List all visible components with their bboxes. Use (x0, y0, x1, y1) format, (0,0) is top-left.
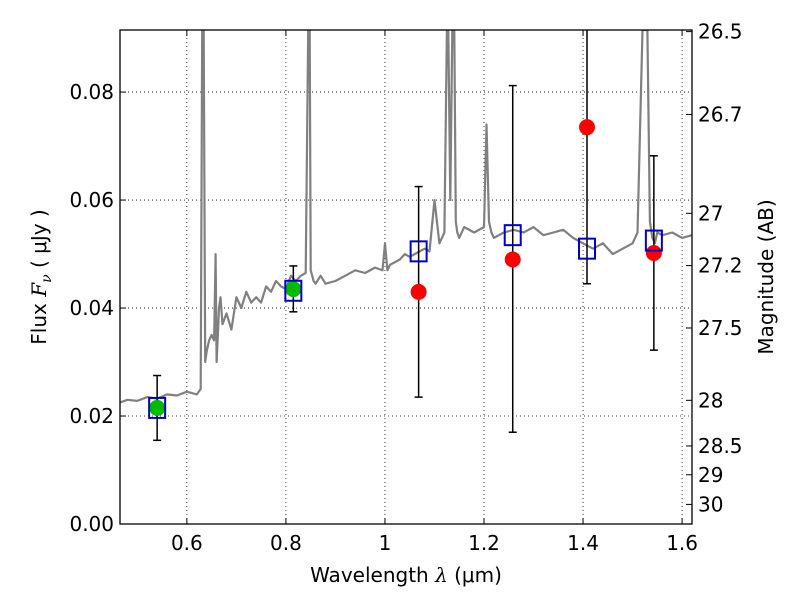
observed-non-detections-point (579, 119, 596, 136)
y2-axis-label: Magnitude (AB) (754, 199, 778, 354)
observed-detections-point (285, 281, 302, 298)
x-tick-label: 1.6 (666, 531, 698, 555)
x-tick-label: 0.8 (270, 531, 302, 555)
model-square-marker (644, 229, 663, 252)
plot-area (120, 30, 692, 442)
y2-tick-label: 28.5 (698, 434, 743, 458)
y-tick-label: 0.04 (69, 296, 114, 320)
model-square-marker (409, 240, 428, 263)
plot-frame (119, 29, 693, 525)
observed-non-detections-point (410, 283, 427, 300)
grid (120, 30, 692, 524)
y-tick-label: 0.08 (69, 80, 114, 104)
y2-tick-label: 30 (698, 492, 723, 516)
y2-tick-label: 29 (698, 463, 723, 487)
x-tick-label: 1 (379, 531, 392, 555)
model-square-marker (284, 279, 303, 302)
observed-non-detections-point (645, 244, 662, 261)
x-tick-label: 0.6 (171, 531, 203, 555)
y2-tick-label: 27 (698, 201, 723, 225)
y2-tick-label: 27.5 (698, 316, 743, 340)
x-axis: 0.6 0.8 1 1.2 1.4 1.6 (171, 30, 698, 555)
y2-tick-label: 26.5 (698, 20, 743, 44)
y2-tick-label: 27.2 (698, 254, 743, 278)
y-tick-label: 0.02 (69, 404, 114, 428)
model-square-marker (148, 396, 167, 419)
y2-tick-label: 28 (698, 388, 723, 412)
x-tick-label: 1.4 (567, 531, 599, 555)
y-axis: 0.00 0.02 0.04 0.06 0.08 (69, 80, 126, 536)
y2-axis: 26.5 26.7 27 27.2 27.5 28 28.5 29 30 (686, 20, 743, 516)
y-tick-label: 0.00 (69, 512, 114, 536)
observed-non-detections-point (504, 251, 521, 268)
model-square-marker (578, 237, 597, 260)
observed-detections-point (149, 399, 166, 416)
spectrum-line (120, 30, 692, 404)
model-square-marker (503, 224, 522, 247)
x-tick-label: 1.2 (468, 531, 500, 555)
y2-tick-label: 26.7 (698, 102, 743, 126)
y-axis-label: Flux Fν ( μJy ) (27, 209, 55, 344)
x-axis-label: Wavelength λ (μm) (310, 563, 502, 587)
y-tick-label: 0.06 (69, 188, 114, 212)
